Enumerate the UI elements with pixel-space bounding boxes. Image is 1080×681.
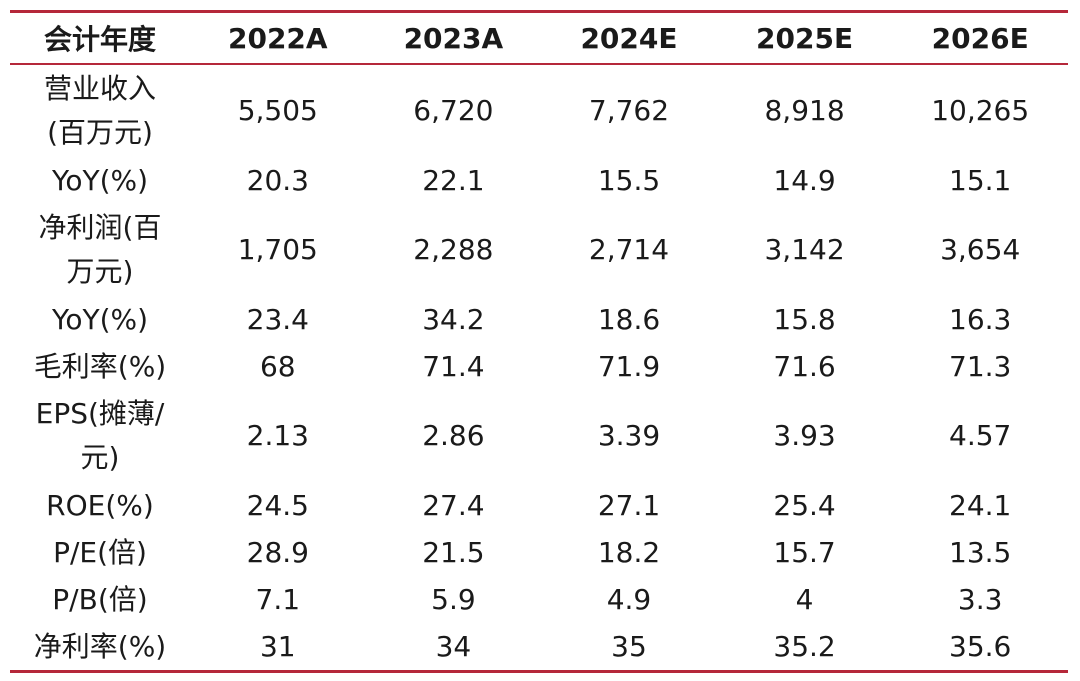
table-cell: 3.39 (597, 419, 661, 452)
table-cell: 3,142 (764, 233, 845, 266)
table-cell: 4 (795, 582, 814, 616)
header-cell-2026e: 2026E (931, 21, 1029, 55)
row-label: 毛利率(%) (10, 343, 190, 390)
table-cell: 7.1 (255, 582, 301, 616)
table-cell: 10,265 (931, 94, 1030, 127)
row-label-line: P/B(倍) (52, 582, 148, 616)
header-cell-2024e: 2024E (580, 21, 678, 55)
header-rule (10, 63, 1068, 65)
financial-forecast-table: 会计年度 2022A 2023A 2024E 2025E 2026E 营业收入 (… (10, 10, 1068, 673)
table-cell: 27.4 (422, 488, 485, 522)
row-label-line: 净利率(%) (33, 629, 167, 663)
table-cell: 2,288 (413, 233, 494, 266)
table-cell: 18.6 (597, 302, 661, 336)
table-row: 毛利率(%) 68 71.4 71.9 71.6 71.3 (10, 343, 1068, 390)
header-row: 会计年度 2022A 2023A 2024E 2025E 2026E (10, 13, 1068, 63)
table-cell: 15.5 (597, 163, 661, 197)
table-cell: 68 (259, 349, 296, 383)
table-cell: 2.86 (422, 419, 485, 452)
row-label: YoY(%) (10, 157, 190, 204)
table-row: 营业收入 (百万元) 5,505 6,720 7,762 8,918 10,265 (10, 65, 1068, 157)
table-row: 净利润(百万元) 1,705 2,288 2,714 3,142 3,654 (10, 204, 1068, 296)
row-label: ROE(%) (10, 482, 190, 529)
row-label-line: 毛利率(%) (33, 349, 167, 383)
row-label-line: 营业收入 (43, 72, 156, 105)
row-label: P/E(倍) (10, 529, 190, 576)
table-bottom-rule (10, 670, 1068, 673)
row-label-line: 万元) (66, 255, 134, 288)
table-cell: 34 (435, 629, 472, 663)
table-cell: 71.9 (597, 349, 661, 383)
header-cell-2025e: 2025E (756, 21, 854, 55)
table-cell: 2.13 (246, 419, 309, 452)
table-row: YoY(%) 20.3 22.1 15.5 14.9 15.1 (10, 157, 1068, 204)
table-cell: 4.57 (949, 419, 1012, 452)
table-cell: 71.6 (773, 349, 836, 383)
table-cell: 1,705 (237, 233, 318, 266)
table-cell: 15.1 (949, 163, 1012, 197)
row-label: P/B(倍) (10, 576, 190, 623)
table-cell: 35.2 (773, 629, 836, 663)
table-cell: 2,714 (588, 233, 670, 266)
table-cell: 71.4 (422, 349, 485, 383)
table-cell: 14.9 (773, 163, 836, 197)
table-cell: 24.1 (949, 488, 1012, 522)
table-cell: 16.3 (949, 302, 1012, 336)
table-cell: 28.9 (246, 535, 309, 569)
table-row: P/E(倍) 28.9 21.5 18.2 15.7 13.5 (10, 529, 1068, 576)
table-cell: 27.1 (597, 488, 661, 522)
table-body: 营业收入 (百万元) 5,505 6,720 7,762 8,918 10,265 YoY(%… (10, 65, 1068, 670)
table-row: 净利率(%) 31 34 35 35.2 35.6 (10, 623, 1068, 670)
table-cell: 35.6 (949, 629, 1012, 663)
row-label: EPS(摊薄/元) (10, 390, 190, 482)
table-cell: 23.4 (246, 302, 309, 336)
row-label: 净利润(百万元) (10, 204, 190, 296)
table-cell: 24.5 (246, 488, 309, 522)
table-cell: 20.3 (246, 163, 309, 197)
table-row: ROE(%) 24.5 27.4 27.1 25.4 24.1 (10, 482, 1068, 529)
row-label-line: (百万元) (47, 116, 153, 149)
header-cell-label: 会计年度 (43, 23, 156, 56)
table-cell: 3,654 (940, 233, 1021, 266)
table-row: YoY(%) 23.4 34.2 18.6 15.8 16.3 (10, 296, 1068, 343)
header-cell-2023a: 2023A (403, 21, 504, 55)
table-cell: 35 (611, 629, 647, 663)
row-label-line: ROE(%) (46, 488, 154, 522)
table-cell: 18.2 (597, 535, 661, 569)
row-label: 营业收入 (百万元) (10, 65, 190, 157)
row-label: 净利率(%) (10, 623, 190, 670)
table-cell: 6,720 (413, 94, 494, 127)
table-row: EPS(摊薄/元) 2.13 2.86 3.39 3.93 4.57 (10, 390, 1068, 482)
row-label: YoY(%) (10, 296, 190, 343)
table-cell: 31 (259, 629, 296, 663)
table-cell: 21.5 (422, 535, 485, 569)
table-cell: 15.7 (773, 535, 836, 569)
table-cell: 25.4 (773, 488, 836, 522)
table-cell: 71.3 (949, 349, 1012, 383)
table-cell: 5,505 (237, 94, 318, 127)
table-cell: 22.1 (422, 163, 485, 197)
table-cell: 7,762 (588, 94, 670, 127)
table-cell: 8,918 (764, 94, 845, 127)
table-cell: 34.2 (422, 302, 485, 336)
table-row: P/B(倍) 7.1 5.9 4.9 4 3.3 (10, 576, 1068, 623)
table-cell: 3.3 (957, 582, 1003, 616)
row-label-line: YoY(%) (51, 163, 149, 197)
table-cell: 13.5 (949, 535, 1012, 569)
row-label-line: EPS(摊薄/ (35, 397, 165, 430)
table-cell: 15.8 (773, 302, 836, 336)
row-label-line: 元) (80, 441, 120, 474)
table-cell: 5.9 (431, 582, 476, 616)
table-top-rule (10, 10, 1068, 13)
table-cell: 4.9 (606, 582, 652, 616)
row-label-line: 净利润(百 (38, 211, 162, 244)
row-label-line: P/E(倍) (53, 535, 147, 569)
table-cell: 3.93 (773, 419, 836, 452)
header-cell-2022a: 2022A (227, 21, 328, 55)
row-label-line: YoY(%) (51, 302, 149, 336)
